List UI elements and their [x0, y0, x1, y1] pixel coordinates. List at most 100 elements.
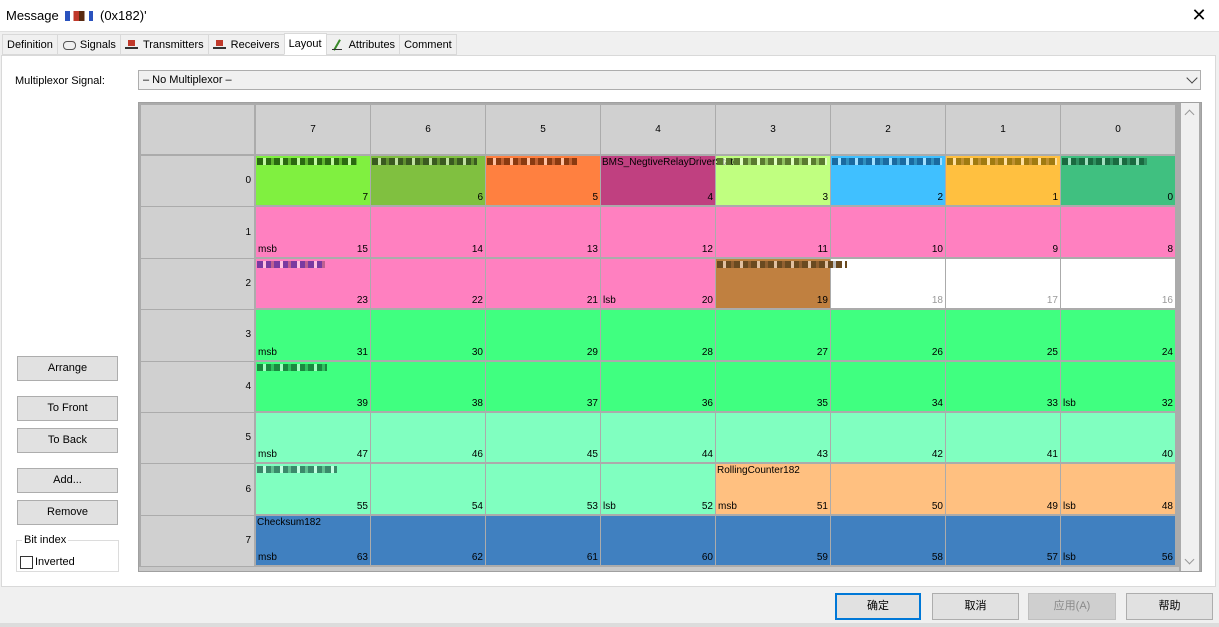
bit-cell[interactable]: 62 — [371, 515, 485, 566]
redacted-signal-name — [257, 260, 325, 268]
bit-cell[interactable]: 43 — [716, 413, 830, 463]
close-icon[interactable]: ✕ — [1191, 5, 1207, 25]
bit-cell[interactable]: 8 — [1061, 207, 1175, 257]
bit-cell[interactable]: 45 — [486, 413, 600, 463]
tab-receivers[interactable]: Receivers — [207, 34, 285, 55]
bit-number: 61 — [586, 552, 598, 564]
bit-cell[interactable]: 21 — [486, 258, 600, 309]
bit-cell[interactable]: 49 — [946, 464, 1060, 514]
bit-cell[interactable]: 41 — [946, 413, 1060, 463]
tab-transmitters[interactable]: Transmitters — [119, 34, 209, 55]
bit-cell[interactable]: 24 — [1061, 310, 1175, 360]
bit-cell[interactable]: 12 — [601, 207, 715, 257]
bit-cell[interactable]: 27 — [716, 310, 830, 360]
redacted-signal-name — [1062, 158, 1147, 165]
bit-cell[interactable]: 58 — [831, 515, 945, 566]
bit-cell[interactable]: 31 msb — [256, 310, 370, 360]
ok-button[interactable]: 确定 — [835, 593, 921, 620]
bit-cell[interactable]: 28 — [601, 310, 715, 360]
bit-cell[interactable]: 57 — [946, 515, 1060, 566]
inverted-label[interactable]: Inverted — [35, 556, 75, 568]
cancel-button[interactable]: 取消 — [932, 593, 1019, 620]
bit-cell[interactable]: 9 — [946, 207, 1060, 257]
apply-button[interactable]: 应用(A) — [1028, 593, 1116, 620]
bit-number: 15 — [356, 243, 368, 255]
tab-comment[interactable]: Comment — [399, 34, 457, 55]
bit-cell[interactable]: 53 — [486, 464, 600, 514]
bit-cell[interactable]: 4 — [601, 156, 715, 206]
bit-cell[interactable]: 51 msb — [716, 464, 830, 514]
multiplexor-select[interactable]: – No Multiplexor – — [138, 70, 1201, 90]
bit-cell[interactable]: 37 — [486, 361, 600, 411]
bit-cell[interactable]: 46 — [371, 413, 485, 463]
bit-cell[interactable]: 54 — [371, 464, 485, 514]
bit-number: 50 — [931, 500, 943, 512]
add-button[interactable]: Add... — [17, 468, 118, 493]
bit-cell[interactable]: 32 lsb — [1061, 361, 1175, 411]
bit-cell[interactable]: 50 — [831, 464, 945, 514]
msb-marker: msb — [258, 243, 277, 255]
bit-cell[interactable]: 35 — [716, 361, 830, 411]
bit-cell[interactable]: 60 — [601, 515, 715, 566]
bit-number: 42 — [931, 449, 943, 461]
bit-number: 12 — [701, 243, 713, 255]
multiplexor-label: Multiplexor Signal: — [15, 75, 105, 87]
scroll-up-icon[interactable] — [1184, 109, 1195, 120]
horizontal-scrollbar[interactable] — [139, 567, 1179, 571]
bit-cell[interactable]: 16 — [1061, 258, 1175, 309]
remove-button[interactable]: Remove — [17, 500, 118, 525]
help-button[interactable]: 帮助 — [1126, 593, 1213, 620]
bit-cell[interactable]: 56 lsb — [1061, 515, 1175, 566]
tab-attributes[interactable]: Attributes — [325, 34, 401, 55]
bit-cell[interactable]: 40 — [1061, 413, 1175, 463]
to-front-button[interactable]: To Front — [17, 396, 118, 421]
bit-number: 29 — [586, 346, 598, 358]
row-header-label: 6 — [245, 483, 251, 495]
bit-cell[interactable]: 47 msb — [256, 413, 370, 463]
bit-cell[interactable]: 25 — [946, 310, 1060, 360]
bit-cell[interactable]: 34 — [831, 361, 945, 411]
tab-signals[interactable]: Signals — [56, 34, 121, 55]
vertical-scrollbar[interactable] — [1181, 103, 1199, 571]
tab-definition[interactable]: Definition — [2, 34, 58, 55]
tab-label: Attributes — [348, 38, 396, 51]
bit-cell[interactable]: 48 lsb — [1061, 464, 1175, 514]
bit-cell[interactable]: 29 — [486, 310, 600, 360]
bit-cell[interactable]: 38 — [371, 361, 485, 411]
lsb-marker: lsb — [1063, 552, 1076, 564]
bit-cell[interactable]: 13 — [486, 207, 600, 257]
bit-cell[interactable]: 14 — [371, 207, 485, 257]
bit-cell[interactable]: 26 — [831, 310, 945, 360]
bit-cell[interactable]: 30 — [371, 310, 485, 360]
row-header: 1 — [141, 207, 254, 258]
bit-cell[interactable]: 20 lsb — [601, 258, 715, 309]
bit-number: 59 — [816, 552, 828, 564]
bit-number: 51 — [816, 500, 828, 512]
msb-marker: msb — [258, 449, 277, 461]
bit-cell[interactable]: 63 msb — [256, 515, 370, 566]
redacted-title-block — [65, 11, 94, 21]
bit-cell[interactable]: 42 — [831, 413, 945, 463]
bit-cell[interactable]: 22 — [371, 258, 485, 309]
bit-cell[interactable]: 33 — [946, 361, 1060, 411]
arrange-button[interactable]: Arrange — [17, 356, 118, 381]
bit-layout-grid[interactable]: 7 6 5 4 3 2 1 0 0 1 2 3 4 5 6 7 7 6 5 4 3 2 1 0 15 msb 14 13 12 11 10 9… — [138, 102, 1202, 572]
scroll-down-icon[interactable] — [1184, 554, 1195, 565]
window-title: Message (0x182)' — [6, 8, 147, 23]
bit-cell[interactable]: 59 — [716, 515, 830, 566]
bit-cell[interactable]: 52 lsb — [601, 464, 715, 514]
bit-cell[interactable]: 36 — [601, 361, 715, 411]
redacted-signal-name — [257, 158, 357, 165]
bit-index-legend: Bit index — [22, 534, 69, 546]
to-back-button[interactable]: To Back — [17, 428, 118, 453]
bit-cell[interactable]: 44 — [601, 413, 715, 463]
bit-cell[interactable]: 18 — [831, 258, 945, 309]
bit-cell[interactable]: 15 msb — [256, 207, 370, 257]
inverted-checkbox[interactable] — [20, 556, 33, 569]
bit-cell[interactable]: 10 — [831, 207, 945, 257]
tab-layout[interactable]: Layout — [283, 33, 327, 55]
bit-cell[interactable]: 11 — [716, 207, 830, 257]
bit-index-group: Bit index Inverted — [16, 534, 119, 572]
bit-cell[interactable]: 61 — [486, 515, 600, 566]
bit-cell[interactable]: 17 — [946, 258, 1060, 309]
